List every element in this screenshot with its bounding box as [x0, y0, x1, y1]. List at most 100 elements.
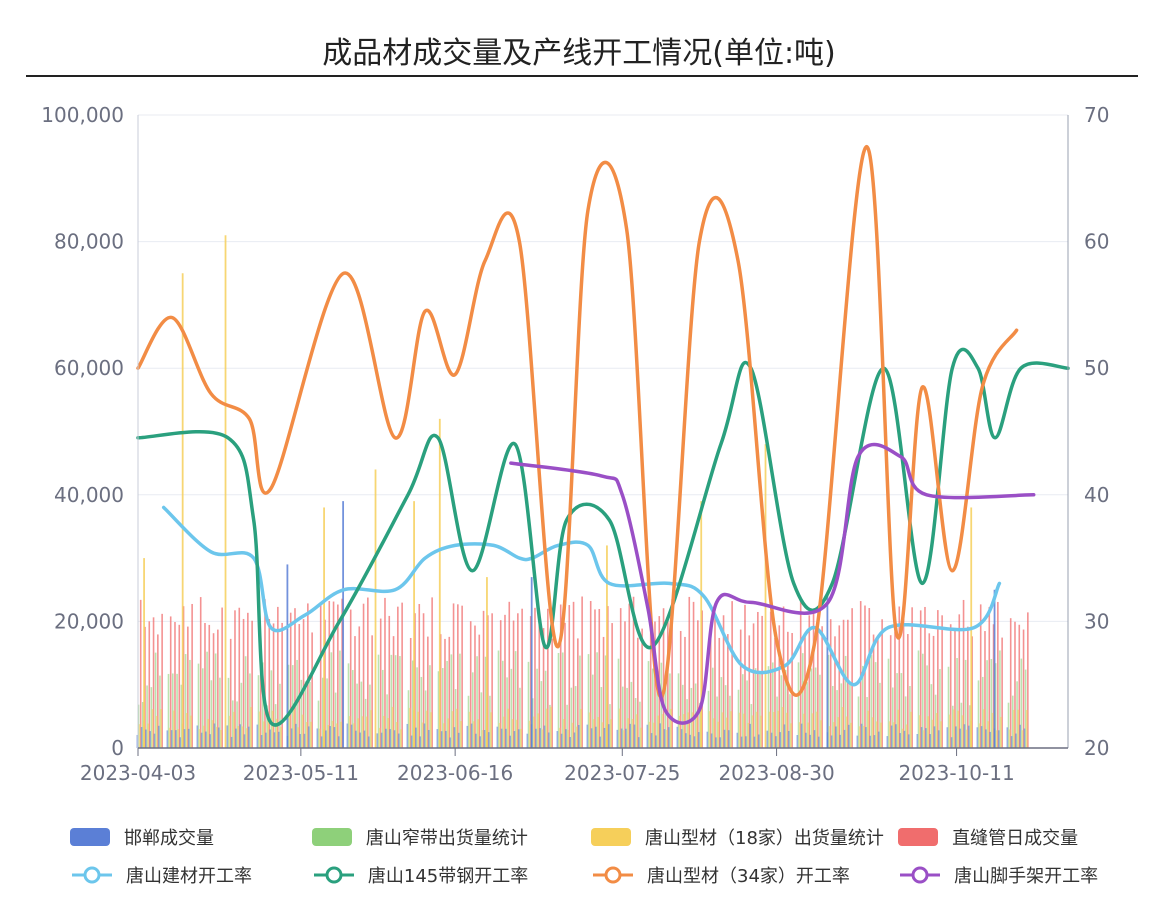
bar	[483, 729, 486, 748]
bar	[730, 711, 732, 748]
bar	[250, 707, 252, 748]
bar	[847, 619, 849, 748]
bar	[366, 716, 368, 748]
bar	[983, 709, 985, 748]
bar	[838, 625, 841, 748]
bar	[1001, 637, 1003, 748]
bar	[332, 601, 335, 748]
bar	[798, 722, 801, 748]
bar	[166, 730, 169, 748]
bar	[328, 600, 331, 748]
bar	[976, 727, 979, 748]
bar	[986, 660, 988, 748]
bar	[663, 729, 666, 748]
legend-item-handan[interactable]: 邯郸成交量	[70, 824, 312, 850]
bar	[870, 655, 873, 748]
bar	[579, 655, 581, 748]
bar	[1007, 702, 1010, 748]
bar	[241, 726, 244, 748]
bar	[768, 711, 771, 748]
bar	[299, 734, 301, 748]
legend-item-construction-rate[interactable]: 唐山建材开工率	[70, 862, 312, 888]
bar	[889, 635, 892, 748]
bar	[843, 729, 846, 748]
bar	[806, 682, 808, 748]
bar	[600, 687, 603, 748]
bar	[547, 608, 549, 748]
bar-spike	[486, 577, 488, 748]
bar	[297, 727, 300, 748]
bar	[888, 721, 891, 748]
bar	[676, 726, 679, 748]
bar	[803, 713, 805, 748]
bar	[213, 723, 216, 748]
bar	[370, 710, 372, 748]
legend-circle	[325, 866, 343, 884]
y-left-tick-label: 0	[111, 736, 124, 760]
bar	[831, 685, 834, 748]
bar	[607, 724, 610, 748]
bar	[542, 628, 545, 748]
bar	[669, 673, 671, 748]
bar	[927, 716, 930, 748]
legend-item-welded-pipe[interactable]: 直缝管日成交量	[898, 824, 1140, 850]
bar	[696, 716, 698, 748]
bar	[431, 597, 433, 748]
bar	[577, 638, 579, 748]
bar	[741, 674, 744, 748]
bar	[456, 708, 458, 748]
bar	[637, 737, 640, 748]
bar	[783, 724, 786, 748]
legend-item-scaffold-rate[interactable]: 唐山脚手架开工率	[898, 862, 1140, 888]
legend-item-tangshan-section-18[interactable]: 唐山型材（18家）出货量统计	[591, 824, 898, 850]
bar	[267, 712, 270, 748]
bar	[925, 728, 927, 748]
bar	[899, 733, 901, 748]
bar	[376, 733, 379, 748]
bar-spike	[342, 501, 345, 748]
bar	[766, 730, 769, 748]
bar	[261, 662, 264, 748]
bar-spike	[224, 235, 227, 748]
bar	[295, 723, 297, 748]
bar	[263, 721, 265, 748]
bar	[1013, 709, 1015, 748]
bar	[679, 630, 682, 748]
legend-item-145-strip-rate[interactable]: 唐山145带钢开工率	[312, 862, 591, 888]
bar	[543, 725, 546, 748]
y-left-tick-label: 60,000	[54, 356, 124, 380]
bar	[649, 608, 652, 748]
bar	[604, 655, 607, 748]
bar	[720, 677, 723, 748]
bar	[174, 622, 176, 748]
legend-item-section-34-rate[interactable]: 唐山型材（34家）开工率	[591, 862, 898, 888]
legend-item-tangshan-narrow-strip[interactable]: 唐山窄带出货量统计	[311, 824, 591, 850]
bar	[212, 633, 215, 748]
bar	[954, 630, 956, 748]
bar	[550, 706, 552, 748]
y-right-tick-label: 50	[1084, 356, 1109, 380]
bar	[453, 727, 456, 748]
bar-spike	[826, 596, 829, 748]
bar	[259, 634, 262, 748]
bar	[911, 607, 913, 748]
bar	[820, 720, 822, 748]
bar	[664, 687, 667, 748]
bar	[629, 723, 631, 748]
bar	[743, 713, 745, 748]
bar	[951, 705, 954, 748]
bar	[684, 636, 686, 748]
bar	[568, 605, 571, 748]
bar	[804, 636, 806, 748]
bar	[827, 654, 830, 748]
bar	[738, 712, 741, 748]
bar	[570, 687, 573, 748]
bar	[566, 704, 568, 748]
bar-spike	[993, 589, 996, 748]
bar	[173, 710, 175, 748]
line-series-4	[509, 442, 1036, 725]
legend-label: 唐山型材（18家）出货量统计	[645, 828, 884, 849]
bar	[227, 677, 230, 748]
bar	[235, 728, 237, 748]
bar	[1023, 728, 1026, 748]
